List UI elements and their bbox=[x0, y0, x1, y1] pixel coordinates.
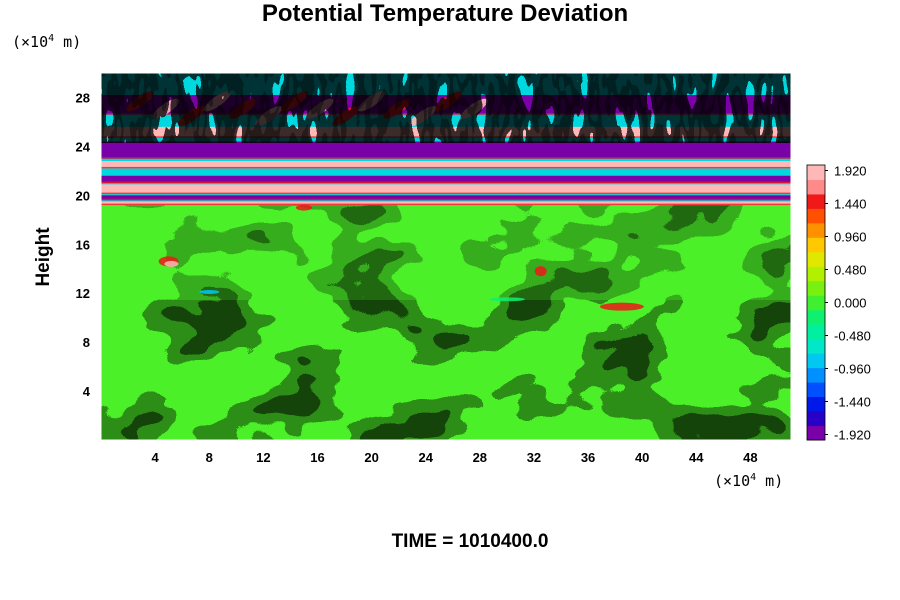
y-tick-label: 12 bbox=[76, 286, 90, 301]
colorbar-labels: 1.920 1.440 0.960 0.480 0.000 -0.480 -0.960 -1.… bbox=[825, 164, 871, 443]
colorbar-swatch bbox=[807, 237, 825, 253]
field-band-edge bbox=[101, 166, 791, 169]
colorbar-swatch bbox=[807, 222, 825, 238]
colorbar-swatch bbox=[807, 251, 825, 267]
x-tick-label: 28 bbox=[473, 450, 487, 465]
x-tick-label: 40 bbox=[635, 450, 649, 465]
colorbar-swatch bbox=[807, 193, 825, 209]
field-band bbox=[101, 201, 791, 206]
x-tick-label: 20 bbox=[364, 450, 378, 465]
heatmap-field bbox=[101, 73, 791, 440]
field-anomaly bbox=[199, 289, 220, 294]
field-band bbox=[101, 141, 791, 159]
colorbar-tick-label: -1.440 bbox=[834, 395, 871, 410]
x-tick-label: 24 bbox=[418, 450, 433, 465]
colorbar-tick-label: -1.920 bbox=[834, 428, 871, 443]
x-axis-ticks: 4 8 12 16 20 24 28 32 36 40 44 48 bbox=[152, 450, 758, 465]
colorbar-swatch bbox=[807, 367, 825, 383]
colorbar-swatch bbox=[807, 396, 825, 412]
x-tick-label: 44 bbox=[689, 450, 704, 465]
colorbar-swatch bbox=[807, 266, 825, 282]
field-anomaly bbox=[295, 204, 312, 211]
colorbar-swatch bbox=[807, 324, 825, 340]
x-tick-label: 48 bbox=[743, 450, 757, 465]
colorbar-swatch bbox=[807, 425, 825, 441]
field-band-edge bbox=[101, 203, 791, 206]
y-tick-label: 16 bbox=[76, 237, 90, 252]
x-tick-label: 12 bbox=[256, 450, 270, 465]
field-band-edge bbox=[101, 198, 791, 201]
field-anomaly bbox=[599, 302, 644, 311]
field-band bbox=[101, 184, 791, 195]
colorbar-swatch bbox=[807, 338, 825, 354]
colorbar-tick-label: -0.480 bbox=[834, 329, 871, 344]
colorbar-tick-label: 0.960 bbox=[834, 230, 867, 245]
field-band-edge bbox=[101, 192, 791, 195]
colorbar-swatch bbox=[807, 165, 825, 180]
y-tick-label: 28 bbox=[76, 90, 90, 105]
colorbar bbox=[806, 164, 826, 441]
colorbar-tick-label: 0.480 bbox=[834, 263, 867, 278]
colorbar-swatch bbox=[807, 295, 825, 311]
field-band bbox=[101, 161, 791, 169]
field-anomaly bbox=[488, 297, 525, 302]
colorbar-tick-label: 1.920 bbox=[834, 164, 867, 179]
x-tick-label: 16 bbox=[310, 450, 324, 465]
x-axis-unit: (×104 m) bbox=[714, 472, 784, 490]
colorbar-swatch bbox=[807, 280, 825, 296]
time-label: TIME = 1010400.0 bbox=[391, 531, 549, 552]
field-anomaly bbox=[534, 266, 547, 277]
colorbar-swatch bbox=[807, 353, 825, 369]
x-tick-label: 8 bbox=[206, 450, 213, 465]
colorbar-swatch bbox=[807, 309, 825, 325]
y-tick-label: 20 bbox=[76, 188, 90, 203]
x-tick-label: 4 bbox=[152, 450, 160, 465]
y-axis-unit: (×104 m) bbox=[12, 33, 82, 51]
chart-title: Potential Temperature Deviation bbox=[261, 0, 629, 27]
field-band-edge bbox=[101, 157, 791, 159]
y-axis-ticks: 4 8 12 16 20 24 28 bbox=[76, 90, 91, 399]
colorbar-swatch bbox=[807, 179, 825, 195]
colorbar-tick-label: 1.440 bbox=[834, 197, 867, 212]
colorbar-tick-label: 0.000 bbox=[834, 296, 867, 311]
field-band-edge bbox=[101, 181, 791, 184]
x-tick-label: 36 bbox=[581, 450, 595, 465]
y-tick-label: 24 bbox=[76, 139, 91, 154]
field-band bbox=[101, 195, 791, 201]
y-tick-label: 4 bbox=[83, 384, 91, 399]
field-band bbox=[101, 175, 791, 184]
colorbar-swatch bbox=[807, 382, 825, 398]
colorbar-swatch bbox=[807, 411, 825, 427]
colorbar-swatch bbox=[807, 208, 825, 224]
x-tick-label: 32 bbox=[527, 450, 541, 465]
y-tick-label: 8 bbox=[83, 335, 90, 350]
colorbar-tick-label: -0.960 bbox=[834, 362, 871, 377]
field-anomaly bbox=[164, 260, 179, 267]
